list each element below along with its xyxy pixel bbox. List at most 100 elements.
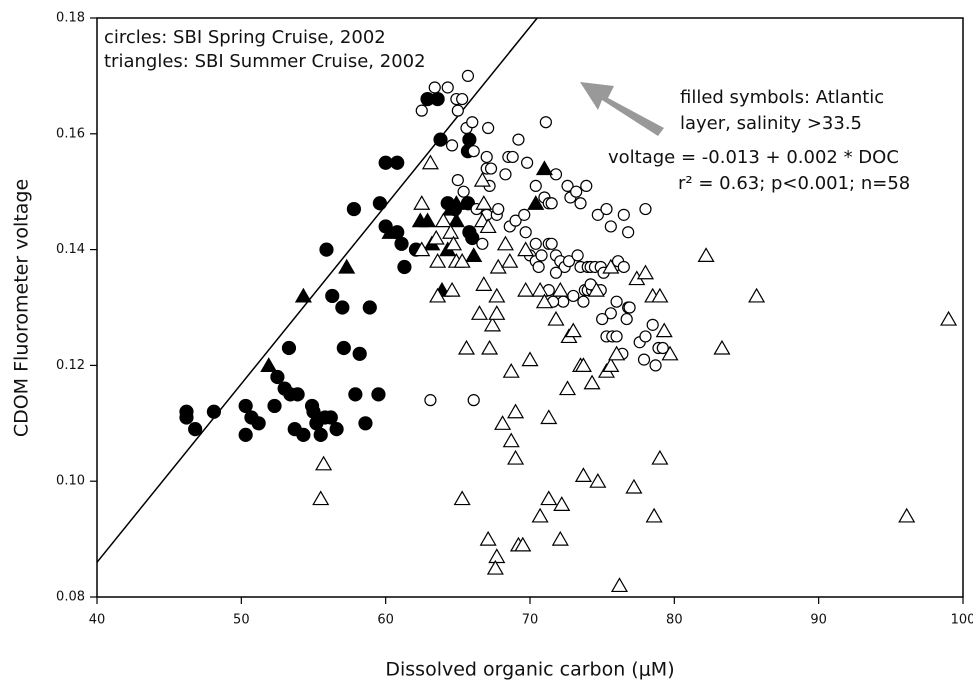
arrow [580,82,664,136]
point [489,258,507,274]
point [583,374,601,390]
point [898,507,916,523]
point [637,353,651,366]
x-tick-label: 40 [89,613,106,628]
point [486,559,504,575]
point [547,310,565,326]
point [517,241,535,257]
point [617,208,630,221]
annotation: filled symbols: Atlantic [680,87,884,108]
point [481,339,499,355]
point [251,416,266,431]
point [488,548,506,564]
point [553,496,571,511]
point [411,212,429,228]
point [475,195,493,210]
point [567,289,580,303]
point [940,310,958,326]
point [397,259,412,275]
point [574,357,592,372]
point [531,507,549,523]
point [428,81,441,94]
point [492,202,505,216]
point [466,116,479,129]
point [602,258,620,274]
point [319,242,334,257]
point [335,300,350,315]
point [390,155,405,170]
point [447,212,465,228]
point [521,156,534,169]
point [496,235,515,251]
point [470,305,489,320]
point [529,179,542,193]
point [444,235,463,251]
point [502,432,520,448]
point [453,252,471,268]
point [465,247,483,262]
point [608,345,626,361]
point [589,472,607,488]
x-tick-label: 60 [377,613,394,628]
point [325,288,340,304]
y-axis-title: CDOM Fluorometer voltage [11,179,33,437]
point [527,195,545,210]
point [557,295,570,308]
point [600,202,613,216]
point [238,427,253,442]
point [429,252,447,268]
annotation: r² = 0.63; p<0.001; n=58 [678,173,910,194]
annotation: triangles: SBI Summer Cruise, 2002 [104,51,426,72]
point [551,281,569,297]
point [421,154,439,170]
point [499,168,512,181]
point [475,276,493,291]
y-tick-label: 0.10 [56,474,85,489]
point [622,226,635,239]
point [371,387,386,402]
point [656,341,669,355]
point [346,201,362,217]
point [484,162,498,175]
point [518,208,531,221]
point [296,427,311,442]
point [427,229,445,245]
point [521,351,539,367]
plot-area [97,18,958,593]
point [502,362,520,378]
point [561,179,574,193]
point [577,295,590,308]
point [238,398,253,414]
point [551,530,569,546]
point [451,104,464,117]
point [451,174,464,187]
point [639,330,652,343]
fit-line [97,18,538,563]
point [479,530,497,546]
point [433,132,448,147]
point [443,281,461,297]
point [442,224,460,239]
point [646,318,659,331]
point [539,116,552,129]
y-tick-label: 0.14 [56,242,85,257]
point [651,449,669,465]
point [394,236,409,251]
point [558,380,577,396]
point [362,300,377,315]
point [571,249,584,262]
point [517,281,535,297]
point [462,132,477,147]
x-tick-label: 70 [522,613,539,628]
point [372,196,387,211]
y-tick-label: 0.12 [56,358,85,373]
point [290,387,305,402]
point [441,81,454,94]
point [479,218,497,234]
point [306,404,321,419]
x-tick-label: 90 [810,613,827,628]
point [655,322,673,338]
point [507,449,525,465]
point [651,287,669,303]
